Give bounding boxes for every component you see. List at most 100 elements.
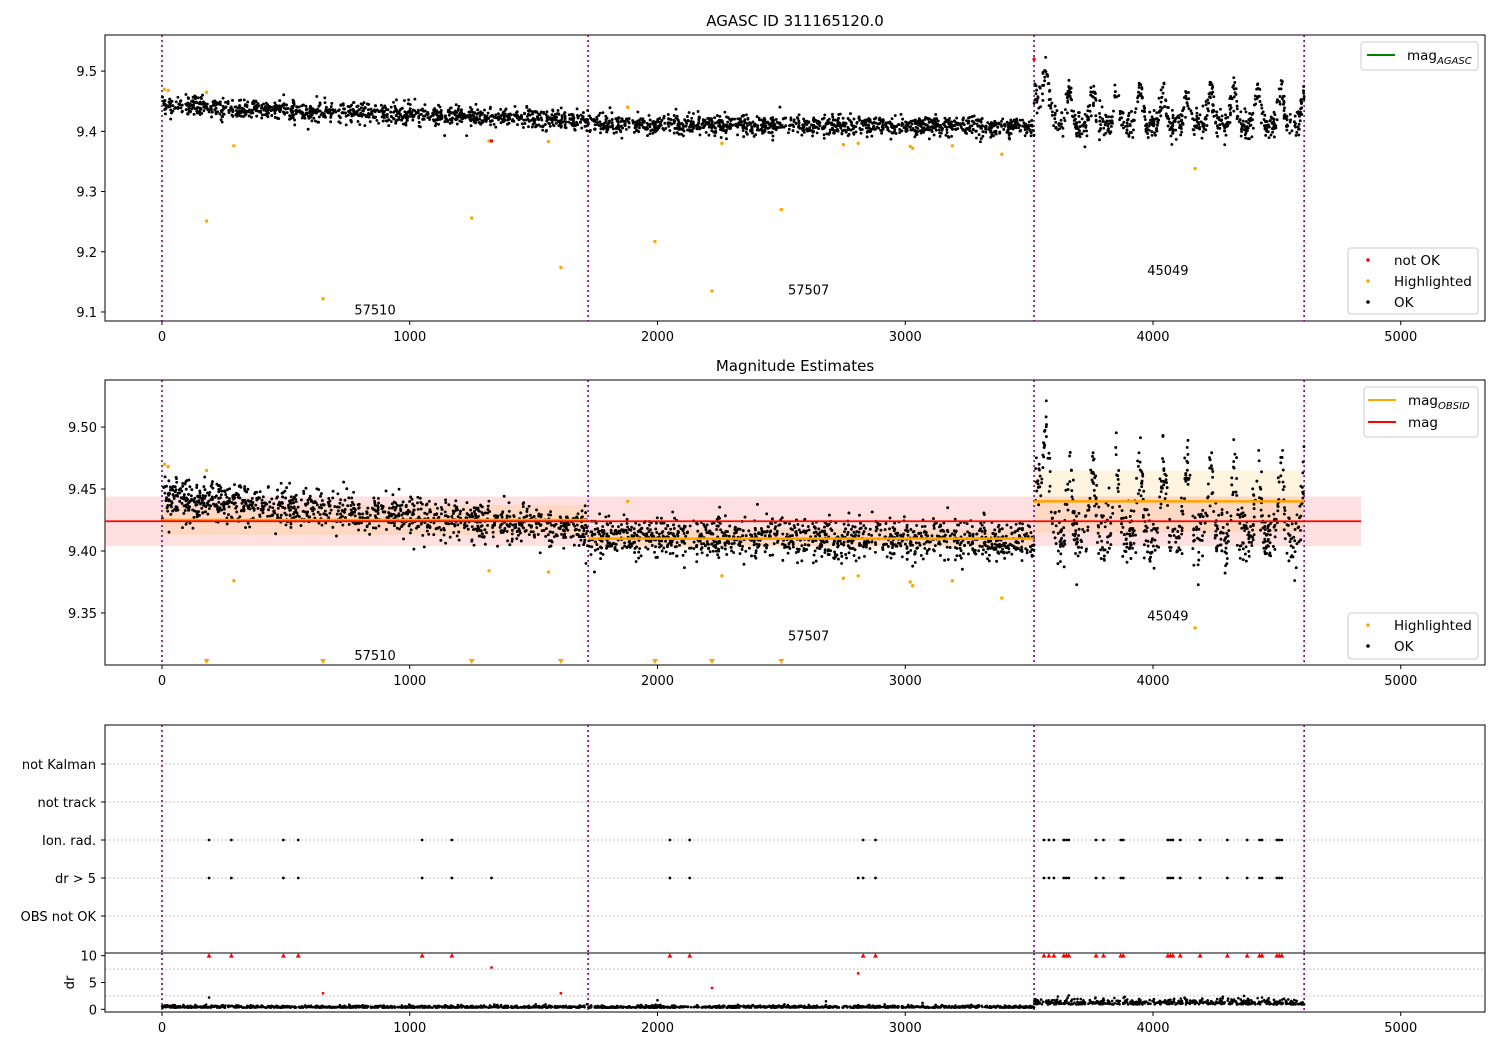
ok-point <box>725 553 729 556</box>
ok-point <box>461 117 465 121</box>
ok-point <box>188 485 192 489</box>
ok-point <box>195 486 199 489</box>
ok-point <box>672 131 676 135</box>
ok-point <box>180 489 184 493</box>
ok-point <box>575 120 579 124</box>
ok-point <box>872 124 876 128</box>
chart-title: AGASC ID 311165120.0 <box>706 12 884 30</box>
ok-point <box>979 120 983 124</box>
ok-point <box>535 508 539 512</box>
ok-point <box>914 541 918 545</box>
ok-point <box>633 126 637 130</box>
ok-point <box>1215 113 1219 117</box>
ok-point <box>1067 85 1071 89</box>
ok-point <box>775 529 779 533</box>
ok-point <box>1264 133 1268 137</box>
ok-point <box>423 103 427 107</box>
ok-point <box>921 557 925 561</box>
ok-point <box>1050 101 1054 105</box>
ok-point <box>206 512 210 516</box>
ok-point <box>1078 129 1081 133</box>
ok-point <box>645 121 649 125</box>
ok-point <box>548 124 552 128</box>
ok-point <box>306 510 310 514</box>
ok-point <box>1098 99 1102 103</box>
ok-point <box>601 111 605 115</box>
ok-point <box>897 123 900 127</box>
ok-point <box>520 116 524 120</box>
ok-point <box>840 132 844 136</box>
ok-point <box>389 110 393 114</box>
ok-point <box>169 505 173 509</box>
ok-point <box>867 117 871 121</box>
ok-point <box>1302 85 1306 88</box>
ok-point <box>425 512 429 516</box>
ok-point <box>170 111 173 115</box>
ok-point <box>1098 138 1101 142</box>
ok-point <box>934 128 938 132</box>
ok-point <box>658 116 662 120</box>
ok-point <box>994 121 997 125</box>
ok-point <box>604 118 608 122</box>
ok-point <box>483 542 487 546</box>
ok-point <box>1098 128 1102 132</box>
highlighted-point <box>653 239 657 244</box>
ok-point <box>306 127 310 131</box>
ok-point <box>394 107 398 110</box>
ok-point <box>1020 545 1024 549</box>
ok-point <box>1298 114 1301 118</box>
ok-point <box>783 116 787 120</box>
ok-point <box>397 487 401 491</box>
ok-point <box>170 99 174 103</box>
ok-point <box>336 109 340 113</box>
ok-point <box>383 104 387 108</box>
ok-point <box>1077 111 1081 115</box>
ok-point <box>718 516 721 520</box>
ok-point <box>486 508 490 511</box>
ok-point <box>862 524 866 528</box>
ok-point <box>690 129 694 133</box>
ok-point <box>365 115 369 119</box>
ok-point <box>433 107 437 111</box>
ok-point <box>557 526 561 530</box>
ok-point <box>169 108 173 112</box>
ok-point <box>191 105 195 108</box>
ok-point <box>1142 110 1146 113</box>
ok-point <box>216 101 220 105</box>
x-tick-label: 2000 <box>641 330 674 345</box>
ok-point <box>381 119 385 123</box>
ok-point <box>991 134 995 138</box>
ok-point <box>859 521 862 525</box>
ok-point <box>367 102 371 106</box>
ok-point <box>458 111 462 115</box>
ok-point <box>610 118 614 121</box>
ok-point <box>564 525 568 529</box>
ok-point <box>752 540 756 544</box>
ok-point <box>539 513 543 517</box>
ok-point <box>384 113 387 117</box>
ok-point <box>1205 124 1209 128</box>
ok-point <box>412 547 416 551</box>
ok-point <box>304 104 308 108</box>
ok-point <box>585 118 589 122</box>
ok-point <box>258 496 261 500</box>
ok-point <box>428 509 432 513</box>
ok-point <box>261 113 264 117</box>
ok-point <box>1090 94 1094 98</box>
highlighted-point <box>779 207 784 212</box>
ok-point <box>409 495 413 499</box>
ok-point <box>339 512 343 516</box>
ok-point <box>234 109 238 113</box>
ok-point <box>700 551 704 555</box>
ok-point <box>851 124 855 128</box>
ok-point <box>1017 126 1021 130</box>
ok-point <box>736 117 740 121</box>
ok-point <box>1195 111 1199 115</box>
ok-point <box>888 516 892 520</box>
ok-point <box>505 529 509 533</box>
ok-point <box>1151 122 1155 126</box>
ok-point <box>923 524 927 528</box>
ok-point <box>794 122 798 125</box>
ok-point <box>327 497 331 500</box>
ok-point <box>444 501 448 504</box>
